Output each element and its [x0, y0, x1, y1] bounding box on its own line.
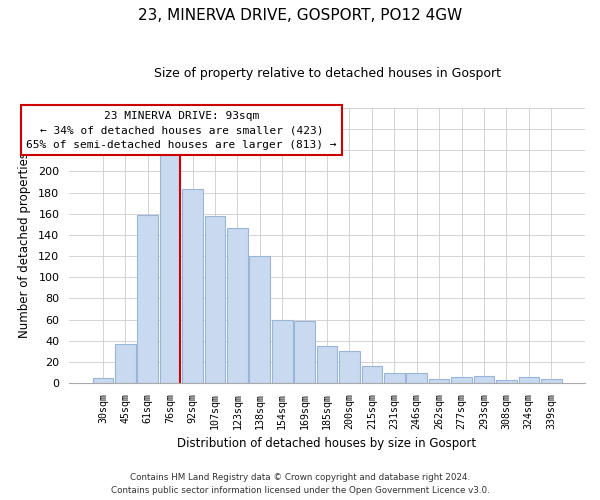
Bar [227, 228, 248, 383]
Bar [429, 378, 449, 383]
Bar [473, 376, 494, 383]
Bar [384, 374, 404, 383]
Bar [205, 216, 225, 383]
Text: 23 MINERVA DRIVE: 93sqm
← 34% of detached houses are smaller (423)
65% of semi-d: 23 MINERVA DRIVE: 93sqm ← 34% of detache… [26, 111, 337, 150]
X-axis label: Distribution of detached houses by size in Gosport: Distribution of detached houses by size … [178, 437, 476, 450]
Bar [182, 190, 203, 383]
Title: Size of property relative to detached houses in Gosport: Size of property relative to detached ho… [154, 68, 500, 80]
Bar [339, 351, 360, 383]
Bar [541, 378, 562, 383]
Text: 23, MINERVA DRIVE, GOSPORT, PO12 4GW: 23, MINERVA DRIVE, GOSPORT, PO12 4GW [138, 8, 462, 22]
Bar [496, 380, 517, 383]
Bar [250, 256, 270, 383]
Bar [317, 346, 337, 383]
Bar [518, 376, 539, 383]
Bar [295, 320, 315, 383]
Bar [115, 344, 136, 383]
Bar [92, 378, 113, 383]
Y-axis label: Number of detached properties: Number of detached properties [18, 152, 31, 338]
Bar [137, 215, 158, 383]
Bar [362, 366, 382, 383]
Bar [451, 376, 472, 383]
Bar [272, 320, 293, 383]
Bar [406, 374, 427, 383]
Bar [160, 152, 181, 383]
Text: Contains HM Land Registry data © Crown copyright and database right 2024.
Contai: Contains HM Land Registry data © Crown c… [110, 474, 490, 495]
